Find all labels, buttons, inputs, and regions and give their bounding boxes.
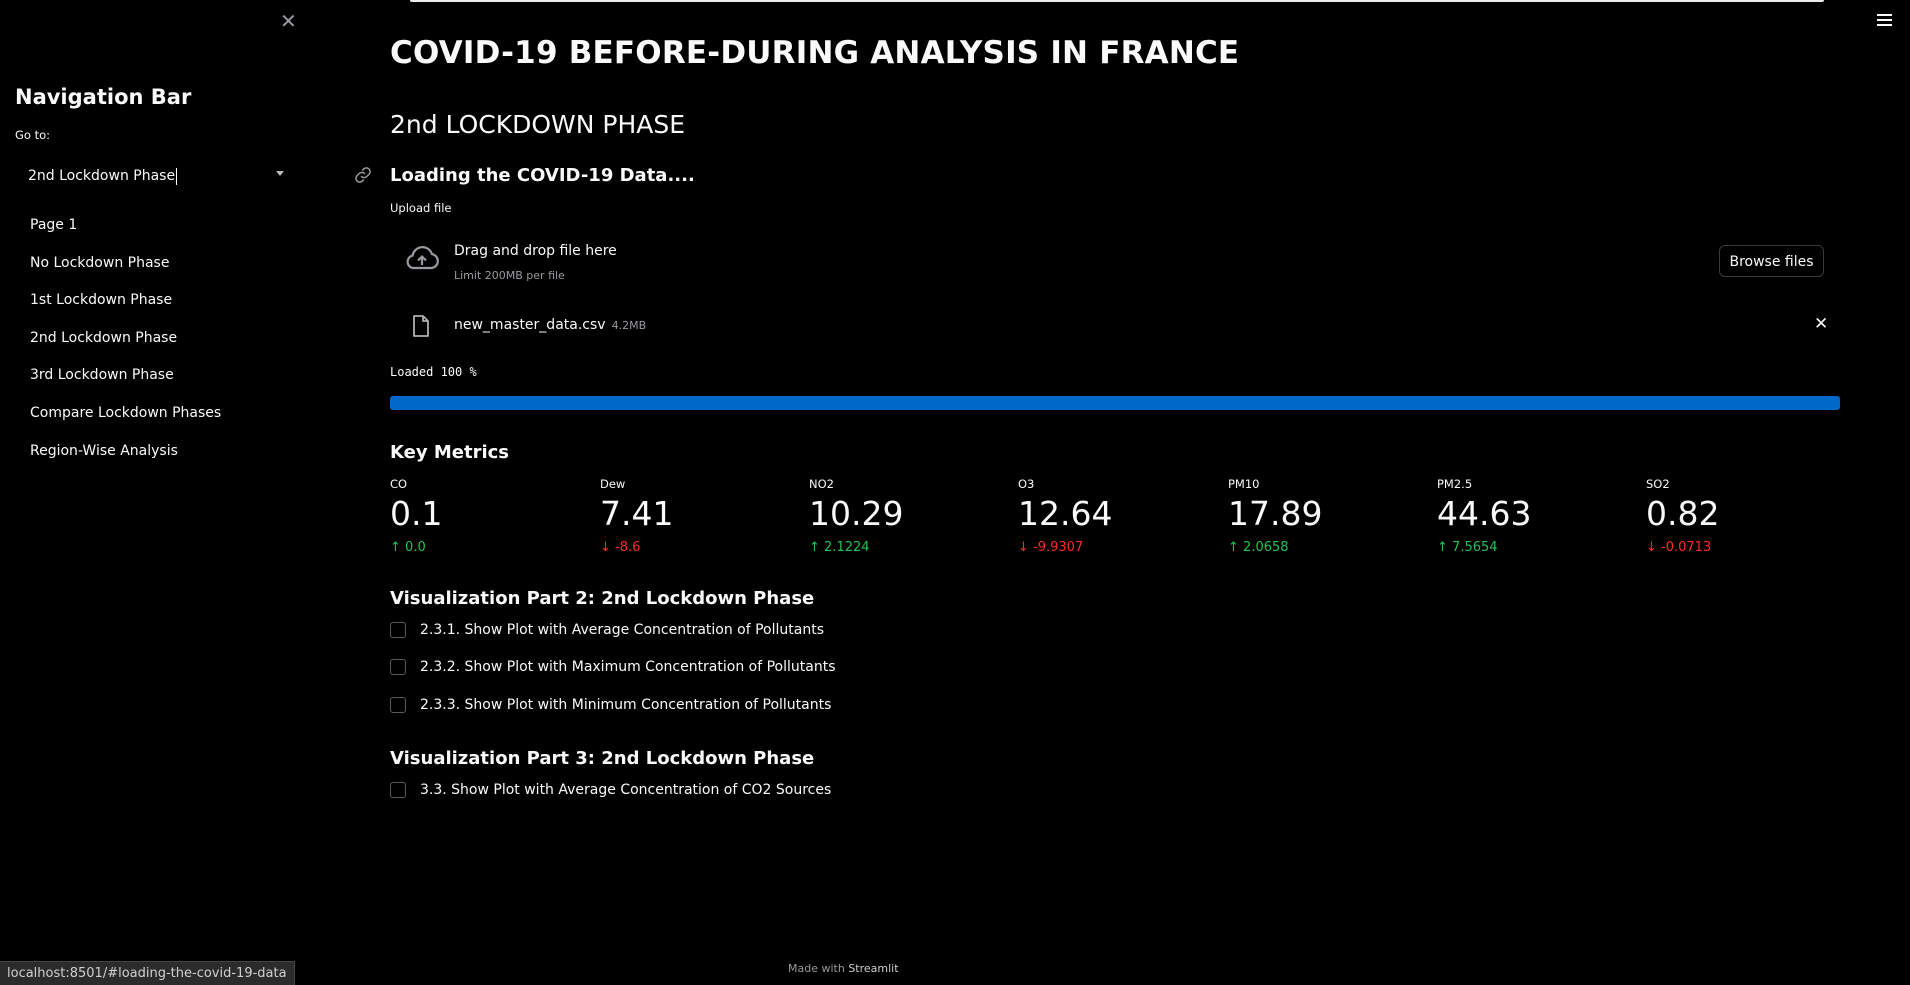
checkbox[interactable]: [390, 697, 406, 713]
metric-value: 0.1: [390, 494, 443, 533]
checkbox[interactable]: [390, 782, 406, 798]
page-select[interactable]: 2nd Lockdown Phase: [15, 160, 290, 192]
checkbox[interactable]: [390, 659, 406, 675]
metric-delta: ↑ 0.0: [390, 540, 426, 555]
arrow-up-icon: ↑: [809, 540, 820, 555]
metric-label: Dew: [600, 477, 626, 491]
metric-label: PM10: [1228, 477, 1260, 491]
checkbox-avg-pollutants[interactable]: 2.3.1. Show Plot with Average Concentrat…: [390, 619, 824, 641]
metric-delta: ↑ 2.1224: [809, 540, 870, 555]
nav-item-no-lockdown[interactable]: No Lockdown Phase: [30, 254, 170, 271]
arrow-up-icon: ↑: [390, 540, 401, 555]
metric-label: CO: [390, 477, 408, 491]
hamburger-menu-icon[interactable]: [1877, 14, 1892, 29]
viz-part-3-heading: Visualization Part 3: 2nd Lockdown Phase: [390, 748, 815, 769]
page-title: COVID-19 BEFORE-DURING ANALYSIS IN FRANC…: [390, 35, 1240, 71]
checkbox-avg-co2-sources[interactable]: 3.3. Show Plot with Average Concentratio…: [390, 779, 831, 801]
viz-part-2-heading: Visualization Part 2: 2nd Lockdown Phase: [390, 588, 815, 609]
progress-bar-fill: [390, 396, 1840, 410]
metric-delta: ↑ 7.5654: [1437, 540, 1498, 555]
dropzone-instructions: Drag and drop file here: [454, 243, 617, 259]
cloud-upload-icon: [406, 246, 439, 270]
metrics-row: CO 0.1 ↑ 0.0 Dew 7.41 ↓ -8.6 NO2 10.29 ↑…: [390, 477, 1840, 559]
checkbox-label: 2.3.1. Show Plot with Average Concentrat…: [420, 622, 824, 638]
sidebar-close-icon[interactable]: ✕: [280, 9, 297, 33]
loading-heading: Loading the COVID-19 Data....: [390, 165, 695, 186]
file-dropzone[interactable]: Drag and drop file here Limit 200MB per …: [390, 232, 1840, 290]
metric-value: 44.63: [1437, 494, 1532, 533]
page-subtitle: 2nd LOCKDOWN PHASE: [390, 110, 686, 139]
dropzone-limit: Limit 200MB per file: [454, 269, 565, 282]
file-icon: [413, 315, 429, 337]
remove-file-icon[interactable]: ✕: [1814, 314, 1829, 334]
text-cursor: [176, 167, 178, 185]
goto-label: Go to:: [15, 128, 51, 142]
browse-files-button[interactable]: Browse files: [1719, 245, 1824, 277]
checkbox-max-pollutants[interactable]: 2.3.2. Show Plot with Maximum Concentrat…: [390, 656, 836, 678]
checkbox-label: 3.3. Show Plot with Average Concentratio…: [420, 782, 832, 798]
nav-item-1st-lockdown[interactable]: 1st Lockdown Phase: [30, 292, 173, 309]
nav-item-page-1[interactable]: Page 1: [30, 217, 78, 233]
metric-delta: ↓ -8.6: [600, 540, 641, 555]
metric-pm10: PM10 17.89 ↑ 2.0658: [1228, 477, 1428, 555]
metric-pm25: PM2.5 44.63 ↑ 7.5654: [1437, 477, 1637, 555]
metric-delta: ↑ 2.0658: [1228, 540, 1289, 555]
nav-item-2nd-lockdown[interactable]: 2nd Lockdown Phase: [30, 329, 178, 346]
progress-status-text: Loaded 100 %: [390, 365, 477, 379]
progress-bar: [390, 396, 1840, 410]
nav-item-region-wise[interactable]: Region-Wise Analysis: [30, 442, 178, 459]
metric-co: CO 0.1 ↑ 0.0: [390, 477, 590, 555]
key-metrics-heading: Key Metrics: [390, 442, 509, 463]
arrow-down-icon: ↓: [1646, 540, 1657, 555]
upload-label: Upload file: [390, 201, 452, 215]
metric-label: NO2: [809, 477, 834, 491]
metric-label: PM2.5: [1437, 477, 1473, 491]
metric-value: 17.89: [1228, 494, 1323, 533]
checkbox[interactable]: [390, 622, 406, 638]
checkbox-label: 2.3.2. Show Plot with Maximum Concentrat…: [420, 659, 836, 675]
metric-value: 12.64: [1018, 494, 1113, 533]
metric-so2: SO2 0.82 ↓ -0.0713: [1646, 477, 1846, 555]
metric-value: 0.82: [1646, 494, 1720, 533]
metric-delta: ↓ -0.0713: [1646, 540, 1712, 555]
metric-dew: Dew 7.41 ↓ -8.6: [600, 477, 800, 555]
metric-value: 7.41: [600, 494, 674, 533]
checkbox-min-pollutants[interactable]: 2.3.3. Show Plot with Minimum Concentrat…: [390, 694, 831, 716]
streamlit-link[interactable]: Streamlit: [848, 962, 899, 975]
arrow-up-icon: ↑: [1228, 540, 1239, 555]
metric-o3: O3 12.64 ↓ -9.9307: [1018, 477, 1218, 555]
top-decoration: [410, 0, 1824, 2]
arrow-down-icon: ↓: [600, 540, 611, 555]
uploaded-file-size: 4.2MB: [611, 319, 647, 332]
sidebar-title: Navigation Bar: [15, 85, 192, 109]
arrow-up-icon: ↑: [1437, 540, 1448, 555]
metric-label: O3: [1018, 477, 1035, 491]
page-options-list: Page 1 No Lockdown Phase 1st Lockdown Ph…: [30, 214, 221, 477]
metric-value: 10.29: [809, 494, 904, 533]
sidebar: ✕ Navigation Bar Go to: 2nd Lockdown Pha…: [0, 0, 376, 985]
footer: Made with Streamlit: [788, 962, 899, 975]
uploaded-file-row: new_master_data.csv 4.2MB ✕: [390, 310, 1840, 340]
uploaded-file-name: new_master_data.csv 4.2MB: [454, 317, 647, 333]
metric-delta: ↓ -9.9307: [1018, 540, 1084, 555]
status-bar-url: localhost:8501/#loading-the-covid-19-dat…: [0, 961, 295, 985]
nav-item-compare-lockdowns[interactable]: Compare Lockdown Phases: [30, 404, 222, 421]
chevron-down-icon[interactable]: [276, 171, 284, 176]
checkbox-label: 2.3.3. Show Plot with Minimum Concentrat…: [420, 697, 832, 713]
page-select-value: 2nd Lockdown Phase: [28, 168, 176, 184]
link-icon[interactable]: [354, 166, 372, 184]
arrow-down-icon: ↓: [1018, 540, 1029, 555]
metric-label: SO2: [1646, 477, 1670, 491]
nav-item-3rd-lockdown[interactable]: 3rd Lockdown Phase: [30, 367, 174, 384]
metric-no2: NO2 10.29 ↑ 2.1224: [809, 477, 1009, 555]
